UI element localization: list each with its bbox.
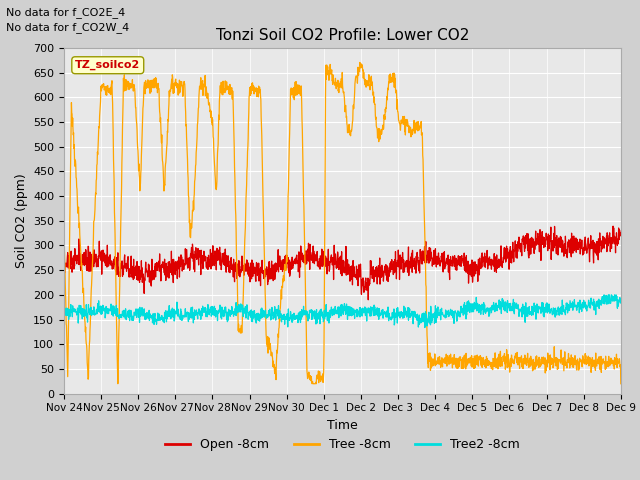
Text: No data for f_CO2E_4: No data for f_CO2E_4 [6,7,125,18]
Tree -8cm [287,85,295,91]
Tree -8cm [617,381,625,386]
Open -8cm [60,258,68,264]
Open -8cm [440,249,448,254]
Tree -8cm [114,381,122,386]
Tree -8cm [92,192,100,197]
Line: Tree2 -8cm: Tree2 -8cm [64,295,621,327]
Legend: Open -8cm, Tree -8cm, Tree2 -8cm: Open -8cm, Tree -8cm, Tree2 -8cm [159,433,525,456]
Y-axis label: Soil CO2 (ppm): Soil CO2 (ppm) [15,173,28,268]
Tree -8cm [291,97,298,103]
Open -8cm [287,266,295,272]
Open -8cm [617,229,625,235]
Text: No data for f_CO2W_4: No data for f_CO2W_4 [6,22,130,33]
Tree -8cm [60,221,68,227]
Tree2 -8cm [600,292,608,298]
Tree -8cm [356,60,364,65]
Tree -8cm [269,356,276,361]
Line: Tree -8cm: Tree -8cm [64,62,621,384]
X-axis label: Time: Time [327,419,358,432]
Open -8cm [364,297,372,303]
Tree2 -8cm [92,312,100,317]
Tree2 -8cm [617,297,625,302]
Text: TZ_soilco2: TZ_soilco2 [75,60,140,71]
Tree -8cm [441,355,449,361]
Tree2 -8cm [440,312,448,318]
Tree2 -8cm [421,324,429,330]
Open -8cm [268,272,276,277]
Tree2 -8cm [287,315,295,321]
Open -8cm [290,260,298,265]
Tree2 -8cm [268,308,276,314]
Tree2 -8cm [290,310,298,316]
Line: Open -8cm: Open -8cm [64,226,621,300]
Tree2 -8cm [179,316,187,322]
Open -8cm [179,261,187,267]
Open -8cm [609,223,617,229]
Tree -8cm [179,87,187,93]
Title: Tonzi Soil CO2 Profile: Lower CO2: Tonzi Soil CO2 Profile: Lower CO2 [216,28,469,43]
Tree2 -8cm [60,309,68,314]
Open -8cm [92,252,100,257]
